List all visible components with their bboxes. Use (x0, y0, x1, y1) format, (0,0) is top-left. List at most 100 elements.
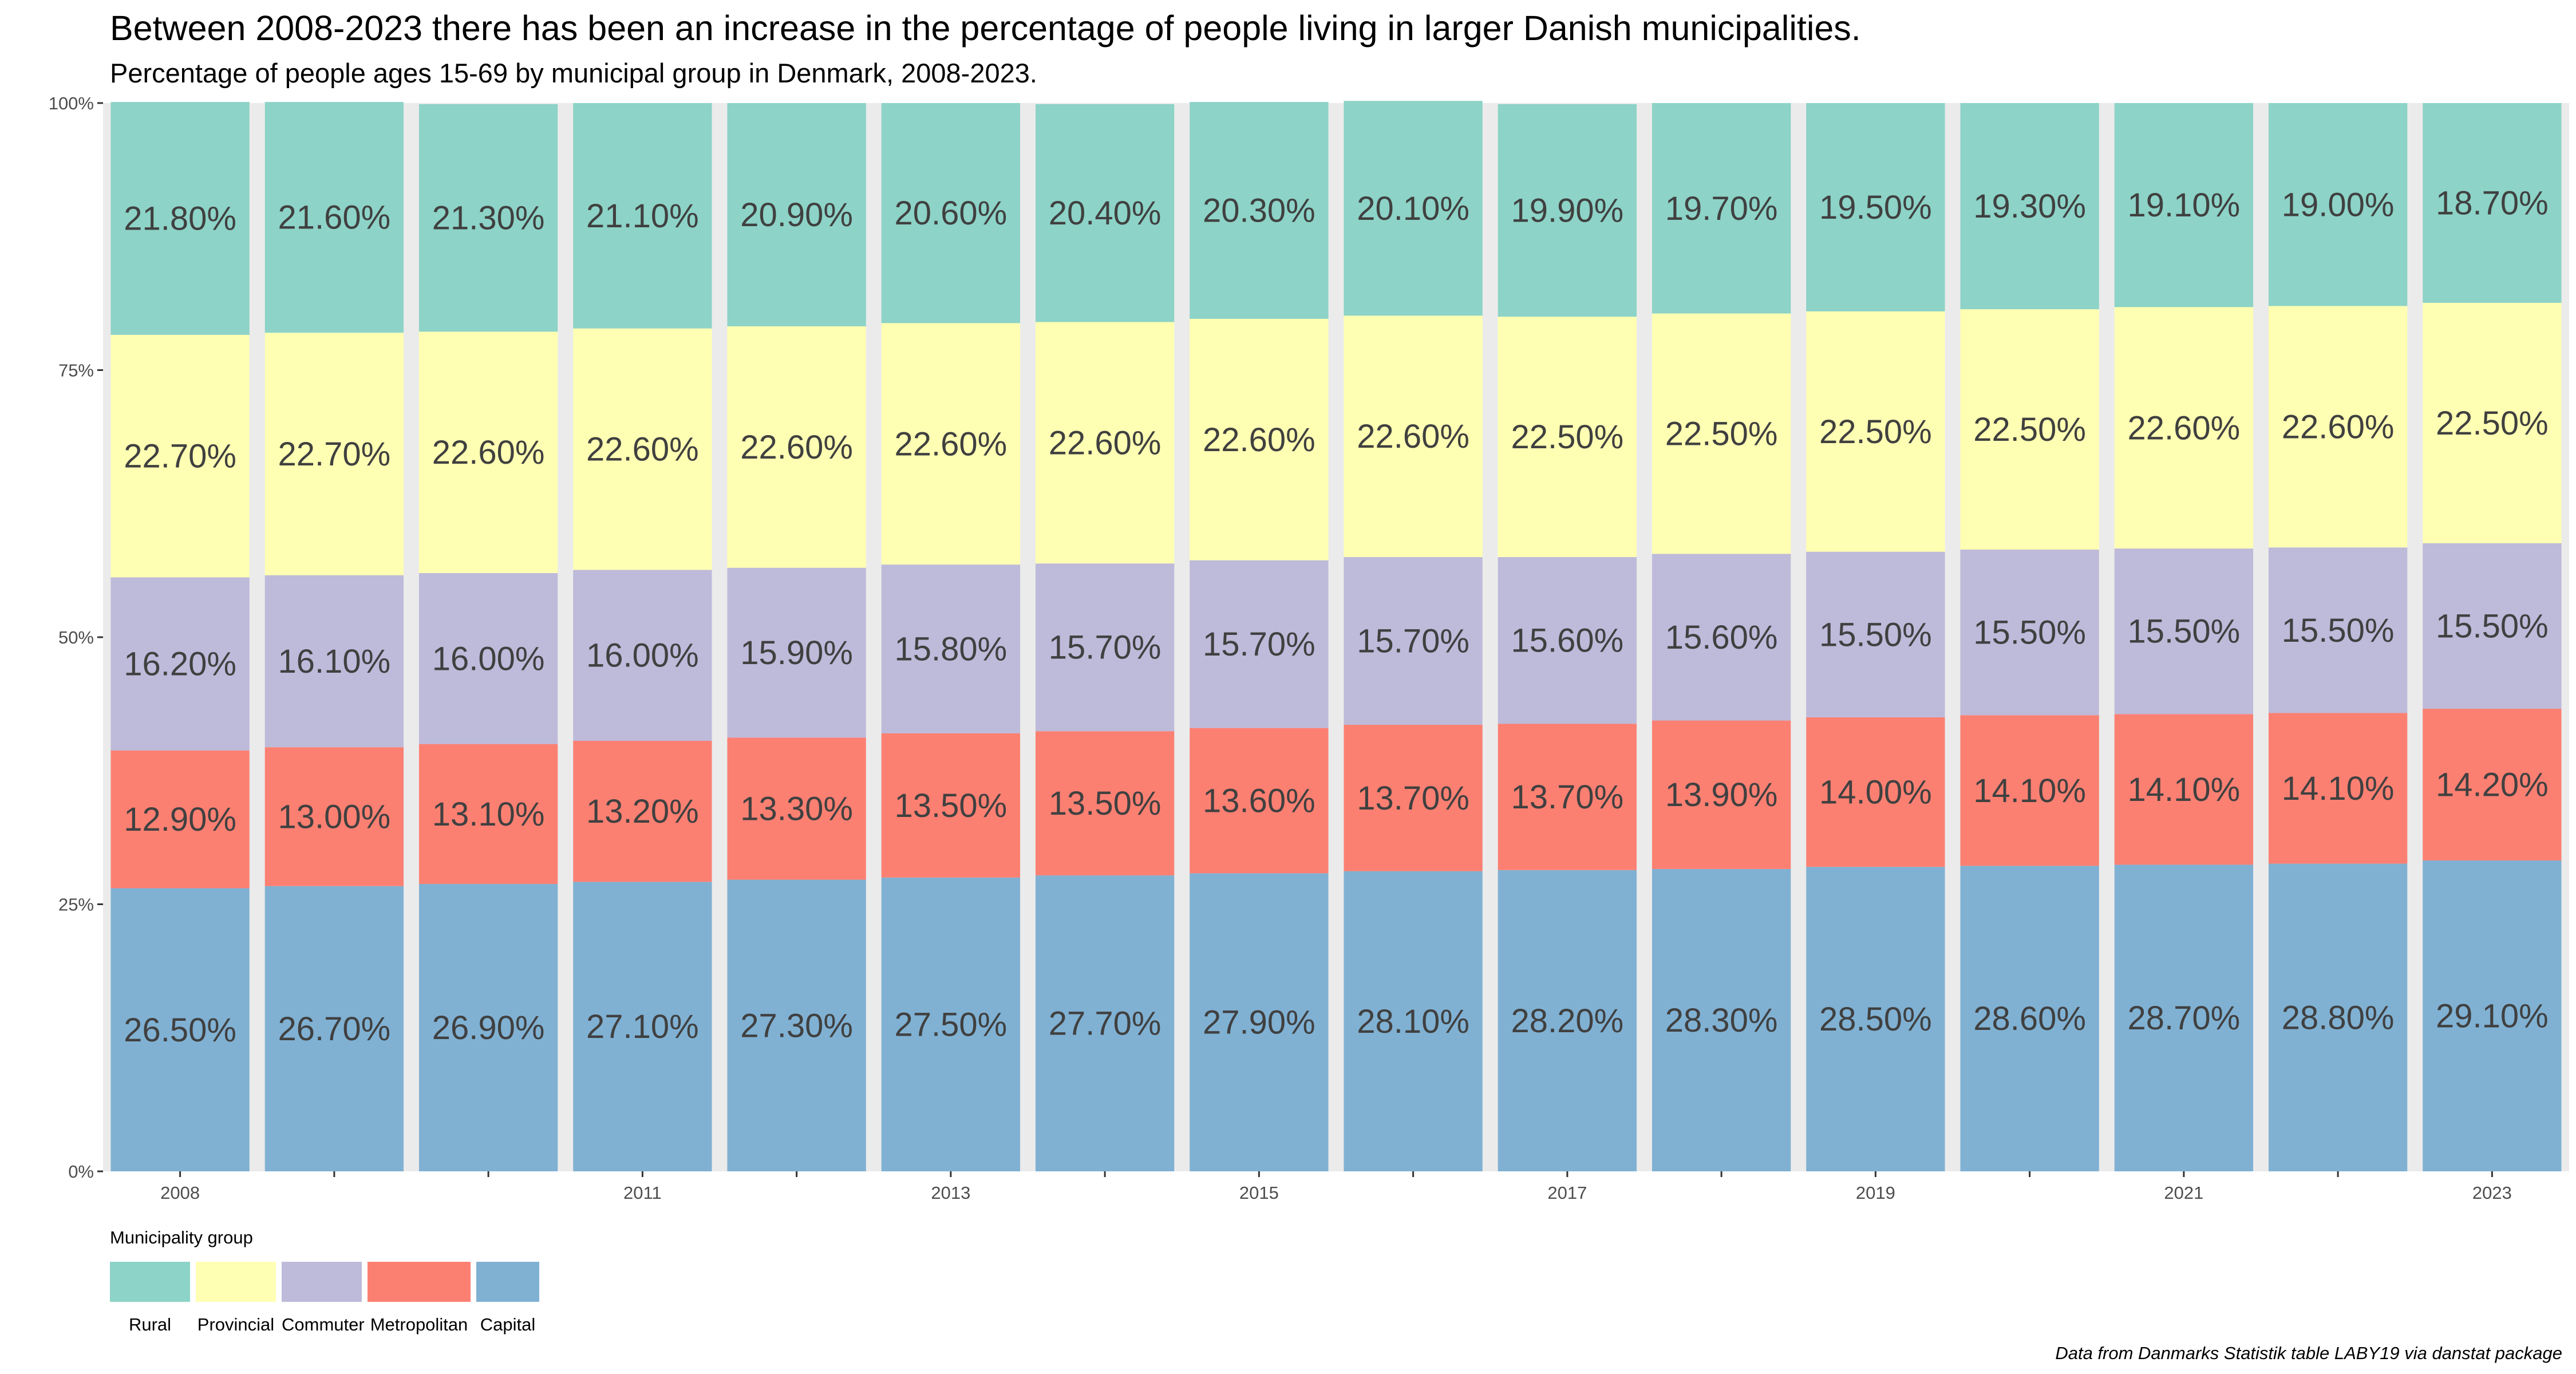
bar-segment-rural-2023 (2423, 103, 2562, 303)
bar-segment-rural-2010 (418, 104, 558, 332)
data-label: 21.80% (124, 200, 236, 238)
data-label: 29.10% (2436, 997, 2549, 1035)
bar-segment-commuter-2010 (418, 573, 558, 744)
y-tick-label: 25% (58, 895, 94, 915)
bar-segment-metropolitan-2013 (881, 733, 1021, 878)
data-label: 16.20% (124, 646, 236, 683)
data-label: 22.50% (1665, 416, 1778, 453)
bar-segment-rural-2020 (1960, 103, 2099, 310)
bar-segment-metropolitan-2014 (1035, 731, 1175, 876)
legend-item-capital: Capital (476, 1262, 539, 1335)
bar-segment-rural-2008 (110, 102, 250, 335)
bar-segment-provincial-2010 (418, 331, 558, 574)
data-label: 27.50% (895, 1006, 1008, 1043)
bar-segment-capital-2019 (1806, 867, 1945, 1171)
bar-segment-metropolitan-2008 (110, 750, 250, 889)
bar-segment-provincial-2013 (881, 323, 1021, 565)
x-tick-label: 2023 (2472, 1183, 2512, 1203)
x-tick-label: 2017 (1547, 1183, 1587, 1203)
bar-segment-provincial-2016 (1344, 315, 1483, 558)
bar-segment-commuter-2017 (1498, 557, 1637, 724)
legend-item-rural: Rural (110, 1262, 190, 1335)
data-label: 20.10% (1357, 190, 1469, 227)
bar-segment-commuter-2020 (1960, 549, 2099, 716)
bar-segment-provincial-2019 (1806, 311, 1945, 552)
legend-item-provincial: Provincial (196, 1262, 276, 1335)
bar-segment-provincial-2012 (727, 326, 866, 568)
bar-segment-commuter-2023 (2423, 543, 2562, 709)
bar-segment-rural-2018 (1652, 103, 1791, 314)
bar-segment-capital-2009 (264, 886, 404, 1171)
data-label: 14.20% (2436, 767, 2549, 804)
y-tick-label: 100% (49, 93, 94, 113)
legend-label: Provincial (197, 1314, 275, 1334)
bar-segment-provincial-2021 (2114, 307, 2254, 549)
data-label: 22.60% (1357, 418, 1469, 455)
bar-segment-rural-2009 (264, 102, 404, 333)
bar-segment-metropolitan-2016 (1344, 725, 1483, 871)
x-tick-label: 2021 (2164, 1183, 2203, 1203)
data-label: 28.30% (1665, 1002, 1778, 1039)
data-label: 15.80% (895, 631, 1008, 668)
bar-segment-commuter-2014 (1035, 563, 1175, 732)
bar-segment-metropolitan-2023 (2423, 709, 2562, 860)
data-label: 15.70% (1049, 629, 1161, 666)
bar-segment-capital-2022 (2268, 863, 2408, 1171)
data-label: 22.50% (1511, 418, 1624, 456)
legend-label: Rural (128, 1314, 172, 1334)
data-label: 21.60% (278, 199, 391, 236)
bar-segment-commuter-2018 (1652, 554, 1791, 721)
bar-segment-rural-2015 (1190, 102, 1329, 319)
bar-segment-commuter-2008 (110, 577, 250, 751)
data-label: 14.00% (1819, 774, 1932, 811)
data-label: 16.10% (278, 643, 391, 680)
bar-segment-rural-2021 (2114, 103, 2254, 307)
data-label: 15.70% (1357, 623, 1469, 660)
data-label: 27.90% (1203, 1004, 1315, 1041)
data-label: 13.50% (895, 787, 1008, 824)
data-label: 15.90% (740, 634, 853, 672)
data-label: 19.90% (1511, 192, 1624, 230)
data-label: 13.70% (1511, 779, 1624, 816)
data-label: 22.50% (1819, 413, 1932, 451)
bar-segment-metropolitan-2015 (1190, 728, 1329, 874)
bar-segment-commuter-2011 (573, 570, 712, 741)
data-label: 28.80% (2282, 999, 2395, 1036)
bar-segment-provincial-2022 (2268, 306, 2408, 548)
data-label: 13.70% (1357, 780, 1469, 817)
data-label: 28.60% (1973, 1000, 2086, 1037)
bar-segment-metropolitan-2009 (264, 747, 404, 886)
bar-segment-commuter-2016 (1344, 557, 1483, 725)
data-label: 14.10% (2282, 770, 2395, 807)
bar-segment-commuter-2022 (2268, 547, 2408, 713)
legend-item-metropolitan: Metropolitan (368, 1262, 471, 1335)
data-label: 15.70% (1203, 626, 1315, 663)
chart-subtitle: Percentage of people ages 15-69 by munic… (110, 58, 1037, 88)
legend-label: Metropolitan (370, 1314, 468, 1334)
legend-key-swatch (110, 1262, 190, 1302)
bar-segment-metropolitan-2019 (1806, 717, 1945, 867)
data-label: 27.70% (1049, 1005, 1161, 1043)
data-label: 28.70% (2128, 1000, 2241, 1037)
data-label: 22.70% (124, 438, 236, 475)
bar-segment-metropolitan-2021 (2114, 714, 2254, 865)
bar-segment-metropolitan-2012 (727, 737, 866, 880)
legend-key-swatch (368, 1262, 471, 1302)
bar-segment-metropolitan-2020 (1960, 715, 2099, 866)
data-label: 22.60% (2128, 409, 2241, 447)
data-label: 14.10% (2128, 771, 2241, 808)
data-label: 19.10% (2128, 187, 2241, 224)
bar-segment-capital-2020 (1960, 866, 2099, 1171)
bar-segment-commuter-2013 (881, 564, 1021, 733)
bar-segment-commuter-2021 (2114, 548, 2254, 714)
bar-segment-provincial-2008 (110, 334, 250, 578)
bar-segment-metropolitan-2017 (1498, 724, 1637, 870)
bar-segment-capital-2008 (110, 888, 250, 1171)
data-label: 18.70% (2436, 184, 2549, 222)
y-tick-label: 0% (68, 1162, 94, 1182)
data-label: 13.10% (432, 796, 545, 833)
chart-caption: Data from Danmarks Statistik table LABY1… (2055, 1343, 2562, 1363)
data-label: 26.50% (124, 1012, 236, 1049)
data-label: 22.60% (586, 431, 699, 468)
data-label: 15.50% (1973, 614, 2086, 652)
